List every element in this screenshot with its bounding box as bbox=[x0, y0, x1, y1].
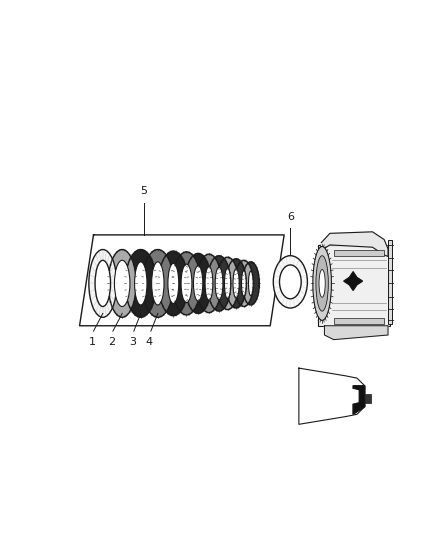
Ellipse shape bbox=[273, 256, 307, 308]
Text: 6: 6 bbox=[287, 212, 294, 222]
Text: 5: 5 bbox=[140, 187, 147, 196]
Polygon shape bbox=[344, 272, 362, 290]
Ellipse shape bbox=[168, 263, 179, 303]
Ellipse shape bbox=[89, 249, 117, 317]
Ellipse shape bbox=[114, 260, 130, 306]
Ellipse shape bbox=[194, 265, 203, 301]
Ellipse shape bbox=[217, 257, 238, 310]
Ellipse shape bbox=[242, 262, 259, 305]
Ellipse shape bbox=[319, 270, 325, 297]
Ellipse shape bbox=[197, 254, 221, 313]
Ellipse shape bbox=[152, 262, 164, 305]
Ellipse shape bbox=[208, 256, 231, 311]
Ellipse shape bbox=[205, 266, 213, 301]
Text: 4: 4 bbox=[146, 337, 153, 348]
Ellipse shape bbox=[248, 271, 253, 296]
Bar bbox=[365, 393, 371, 403]
Text: 3: 3 bbox=[129, 337, 136, 348]
Ellipse shape bbox=[181, 264, 192, 303]
Text: 2: 2 bbox=[108, 337, 115, 348]
Ellipse shape bbox=[108, 249, 136, 317]
Text: 1: 1 bbox=[88, 337, 95, 348]
Bar bbox=[334, 251, 384, 256]
Bar bbox=[388, 239, 392, 324]
Ellipse shape bbox=[142, 249, 173, 317]
Ellipse shape bbox=[185, 253, 211, 313]
Ellipse shape bbox=[235, 260, 253, 306]
Ellipse shape bbox=[95, 260, 110, 306]
Ellipse shape bbox=[279, 265, 301, 299]
Ellipse shape bbox=[226, 259, 246, 308]
Ellipse shape bbox=[215, 267, 223, 300]
Polygon shape bbox=[321, 232, 388, 256]
Ellipse shape bbox=[125, 249, 156, 317]
Ellipse shape bbox=[159, 251, 188, 316]
Bar bbox=[318, 245, 389, 326]
Polygon shape bbox=[325, 326, 388, 340]
Ellipse shape bbox=[233, 269, 239, 298]
Ellipse shape bbox=[134, 262, 147, 305]
Ellipse shape bbox=[241, 270, 246, 296]
Ellipse shape bbox=[316, 256, 328, 311]
Polygon shape bbox=[353, 386, 365, 414]
Ellipse shape bbox=[224, 268, 231, 299]
Ellipse shape bbox=[313, 246, 332, 320]
Bar bbox=[334, 318, 384, 324]
Ellipse shape bbox=[173, 252, 201, 315]
